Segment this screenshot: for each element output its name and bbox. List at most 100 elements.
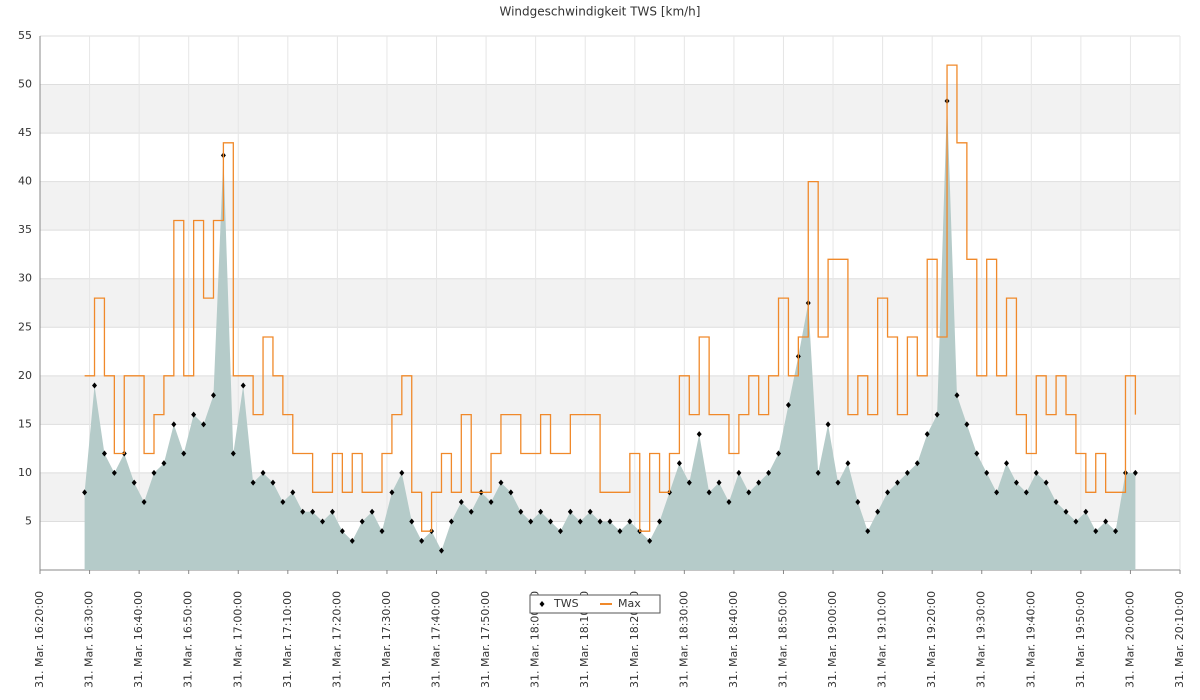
x-tick-label: 31. Mar. 18:10:00 (578, 591, 591, 688)
tws-marker (379, 528, 385, 535)
tws-marker (468, 508, 474, 515)
y-tick-label: 45 (18, 126, 32, 139)
tws-marker (1004, 460, 1010, 467)
tws-marker (141, 499, 147, 506)
tws-marker (855, 499, 861, 506)
tws-marker (409, 518, 415, 525)
tws-marker (201, 421, 207, 428)
tws-marker (835, 479, 841, 486)
x-tick-label: 31. Mar. 17:10:00 (281, 591, 294, 688)
tws-marker (776, 450, 782, 457)
x-tick-label: 31. Mar. 17:30:00 (380, 591, 393, 688)
tws-marker (577, 518, 583, 525)
tws-marker (359, 518, 365, 525)
tws-marker (954, 392, 960, 399)
tws-marker (557, 528, 563, 535)
tws-marker (260, 469, 266, 476)
tws-marker (904, 469, 910, 476)
tws-marker (567, 508, 573, 515)
tws-marker (270, 479, 276, 486)
x-tick-label: 31. Mar. 18:20:00 (628, 591, 641, 688)
tws-marker (815, 469, 821, 476)
x-tick-label: 31. Mar. 19:30:00 (975, 591, 988, 688)
tws-marker (994, 489, 1000, 496)
tws-marker (865, 528, 871, 535)
tws-marker (1013, 479, 1019, 486)
tws-marker (825, 421, 831, 428)
tws-marker (736, 469, 742, 476)
x-tick-label: 31. Mar. 16:40:00 (132, 591, 145, 688)
tws-marker (914, 460, 920, 467)
tws-marker (438, 547, 444, 554)
tws-marker (974, 450, 980, 457)
tws-marker (706, 489, 712, 496)
tws-marker (1132, 469, 1138, 476)
legend-label: Max (618, 597, 641, 610)
y-tick-label: 50 (18, 78, 32, 91)
x-tick-label: 31. Mar. 17:50:00 (479, 591, 492, 688)
tws-marker (92, 382, 98, 389)
tws-marker (934, 411, 940, 418)
tws-marker (676, 460, 682, 467)
tws-marker (894, 479, 900, 486)
tws-marker (280, 499, 286, 506)
tws-marker (1023, 489, 1029, 496)
tws-marker (250, 479, 256, 486)
x-tick-label: 31. Mar. 19:40:00 (1024, 591, 1037, 688)
legend-symbol (539, 601, 545, 607)
tws-marker (131, 479, 137, 486)
y-tick-label: 15 (18, 417, 32, 430)
x-tick-label: 31. Mar. 17:20:00 (330, 591, 343, 688)
tws-marker (290, 489, 296, 496)
y-tick-label: 5 (25, 514, 32, 527)
x-tick-label: 31. Mar. 18:40:00 (727, 591, 740, 688)
tws-marker (111, 469, 117, 476)
tws-marker (240, 382, 246, 389)
x-tick-label: 31. Mar. 18:00:00 (529, 591, 542, 688)
tws-marker (300, 508, 306, 515)
x-tick-label: 31. Mar. 19:20:00 (925, 591, 938, 688)
tws-marker (1063, 508, 1069, 515)
tws-marker (766, 469, 772, 476)
x-tick-label: 31. Mar. 19:50:00 (1074, 591, 1087, 688)
tws-marker (508, 489, 514, 496)
tws-marker (518, 508, 524, 515)
tws-marker (369, 508, 375, 515)
tws-marker (548, 518, 554, 525)
x-tick-label: 31. Mar. 19:10:00 (876, 591, 889, 688)
tws-marker (528, 518, 534, 525)
tws-marker (984, 469, 990, 476)
tws-marker (538, 508, 544, 515)
tws-marker (389, 489, 395, 496)
grid-band (40, 84, 1180, 134)
y-tick-label: 20 (18, 369, 32, 382)
tws-marker (498, 479, 504, 486)
tws-marker (1043, 479, 1049, 486)
y-tick-label: 30 (18, 272, 32, 285)
x-tick-label: 31. Mar. 19:00:00 (826, 591, 839, 688)
tws-marker (696, 431, 702, 438)
tws-marker (161, 460, 167, 467)
x-tick-label: 31. Mar. 16:30:00 (83, 591, 96, 688)
legend-label: TWS (553, 597, 579, 610)
tws-marker (419, 537, 425, 544)
tws-marker (875, 508, 881, 515)
x-tick-label: 31. Mar. 20:00:00 (1123, 591, 1136, 688)
x-tick-label: 31. Mar. 17:00:00 (231, 591, 244, 688)
y-tick-label: 25 (18, 320, 32, 333)
tws-marker (310, 508, 316, 515)
grid-band (40, 278, 1180, 328)
tws-marker (171, 421, 177, 428)
tws-marker (885, 489, 891, 496)
tws-marker (210, 392, 216, 399)
y-tick-label: 40 (18, 175, 32, 188)
legend: TWS Max (529, 594, 661, 614)
tws-marker (1083, 508, 1089, 515)
tws-marker (964, 421, 970, 428)
tws-marker (151, 469, 157, 476)
tws-marker (845, 460, 851, 467)
y-tick-label: 35 (18, 223, 32, 236)
x-tick-label: 31. Mar. 16:20:00 (33, 591, 46, 688)
tws-marker (448, 518, 454, 525)
